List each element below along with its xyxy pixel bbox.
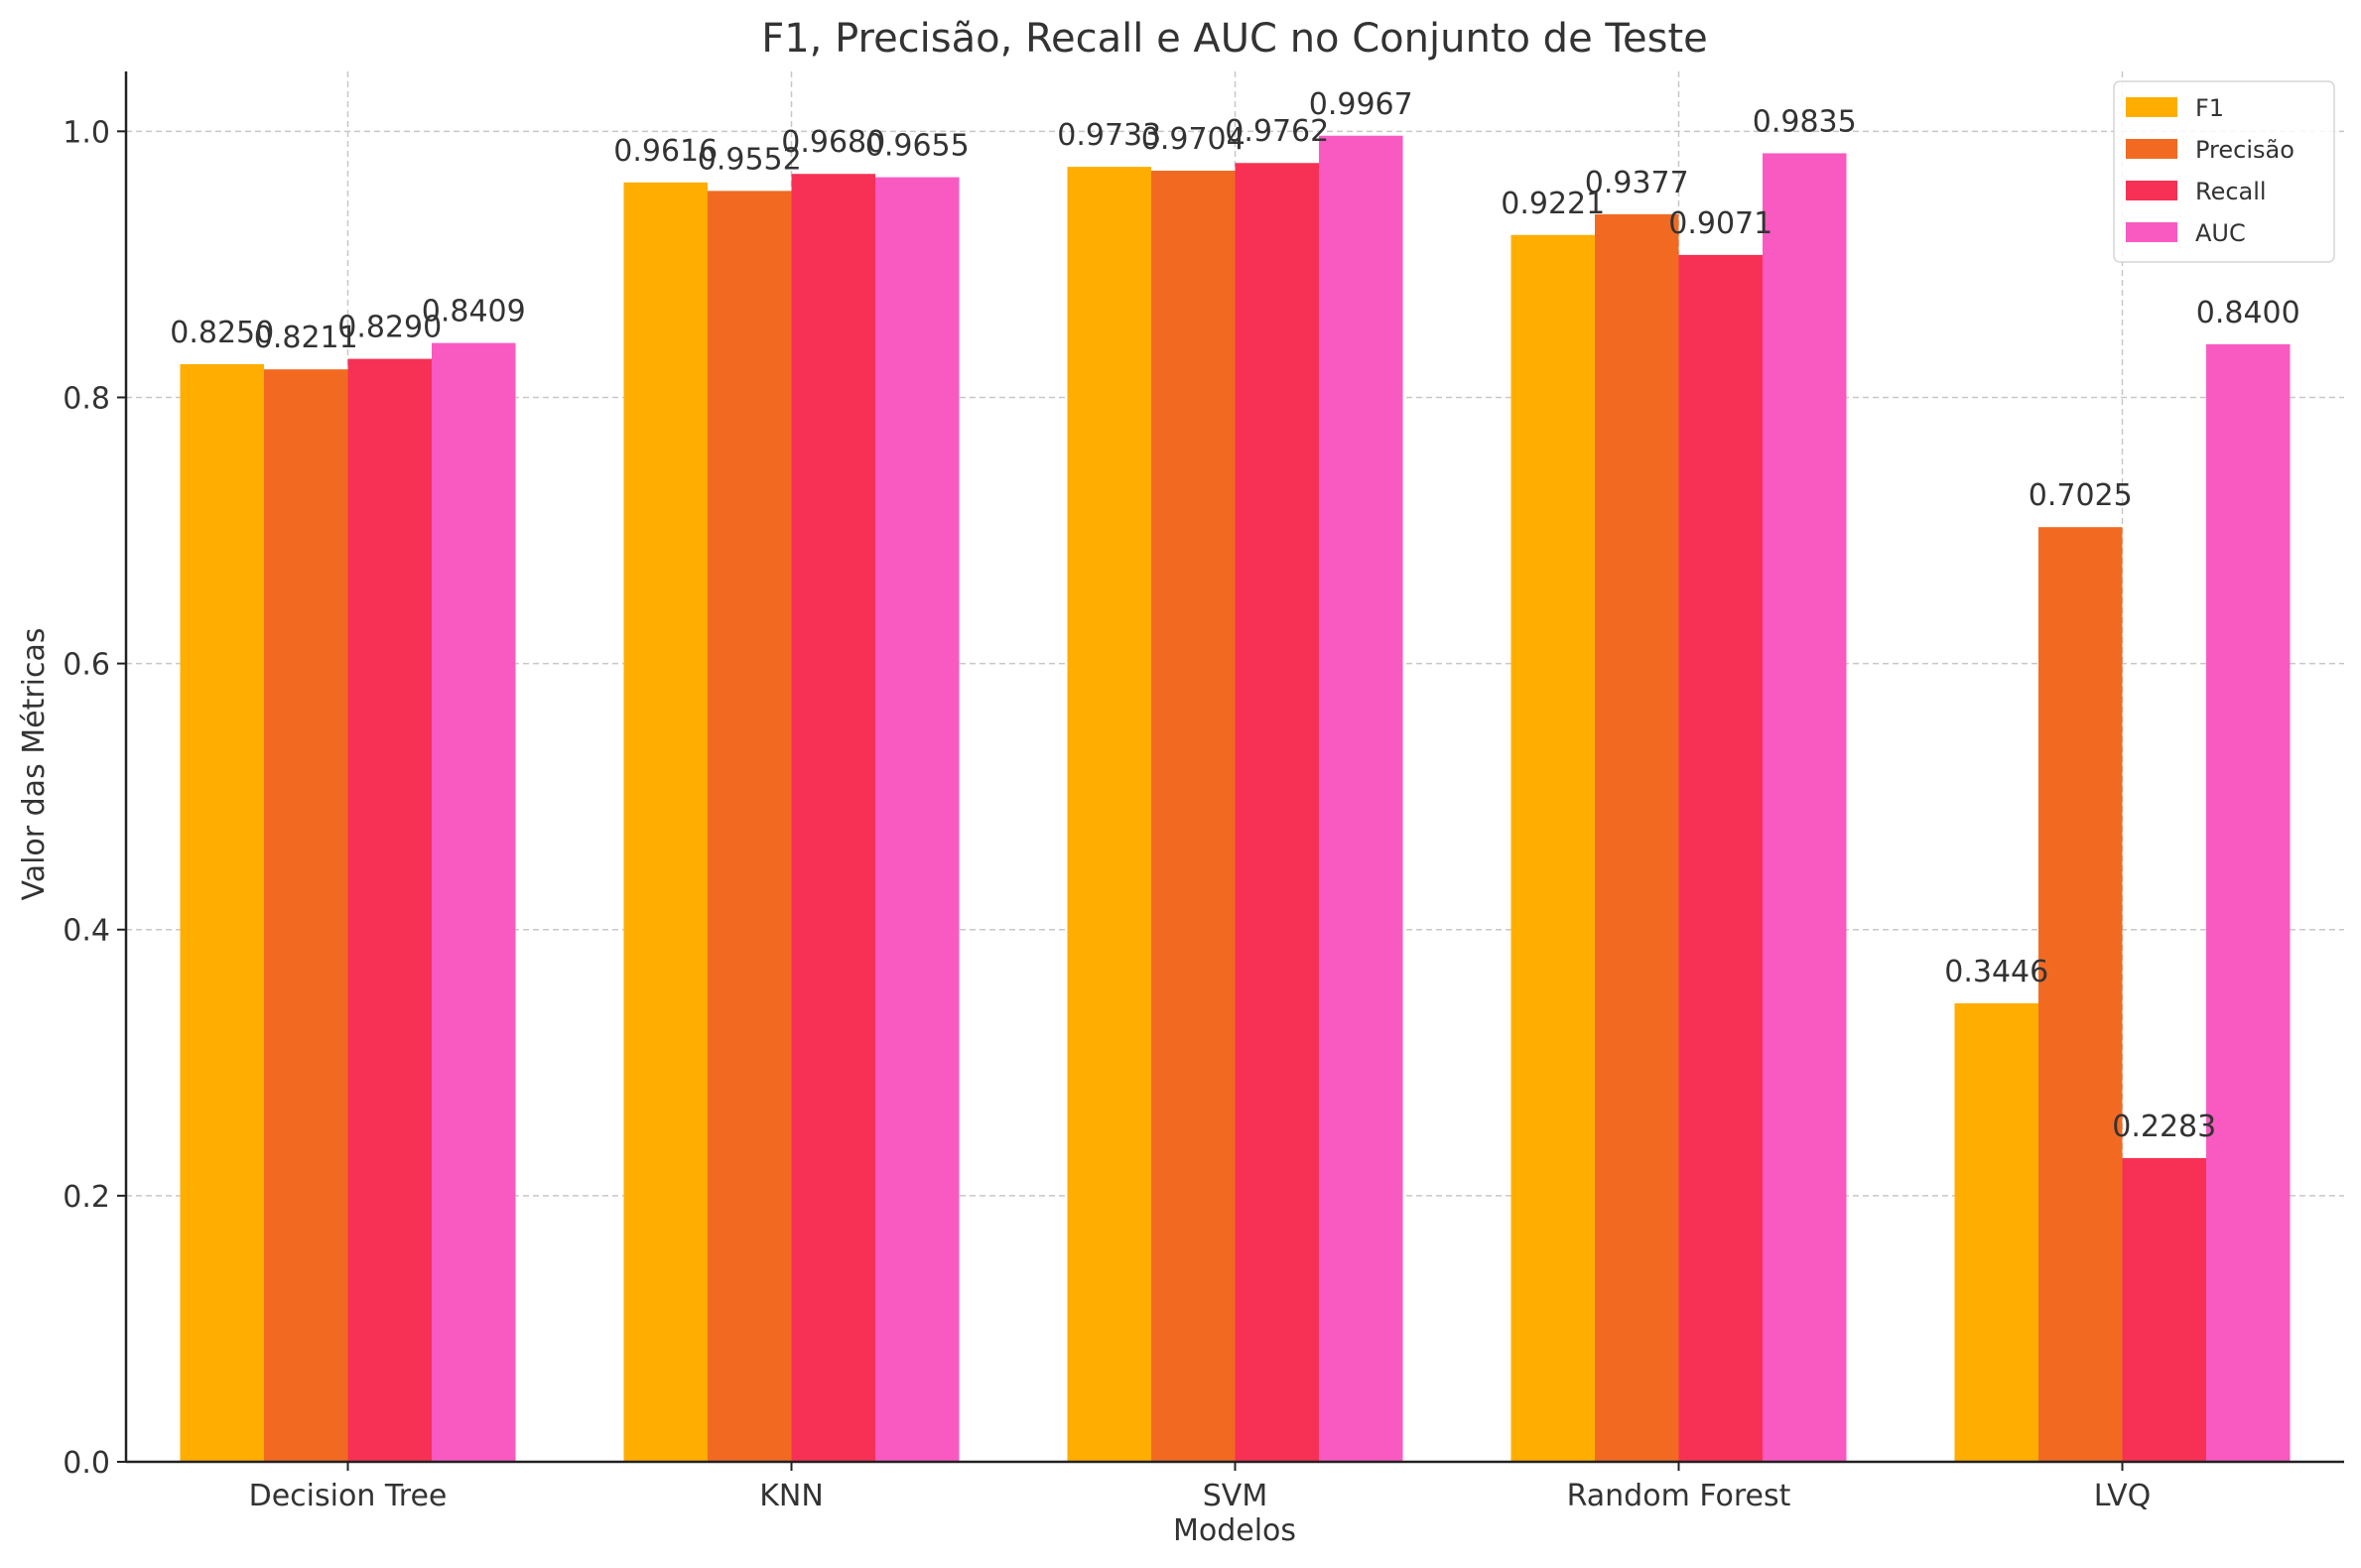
- data-label-precis-o-3: 0.9377: [1585, 166, 1689, 200]
- bar-auc-3: [1763, 153, 1847, 1463]
- data-label-precis-o-4: 0.7025: [2029, 478, 2133, 513]
- data-labels: 0.8250 0.9616 0.9733 0.9221 0.3446 0.8211 0.95…: [170, 87, 2299, 1144]
- x-tick-label-3: Random Forest: [1567, 1479, 1791, 1513]
- legend: F1 Precisão Recall AUC: [2113, 80, 2335, 263]
- bar-auc-0: [432, 342, 516, 1462]
- data-label-precis-o-2: 0.9704: [1141, 122, 1246, 157]
- y-tick-label-3: 0.6: [63, 648, 110, 683]
- bar-precis-o-4: [2038, 527, 2123, 1462]
- x-tick-label-2: SVM: [1203, 1479, 1267, 1513]
- data-label-auc-1: 0.9655: [865, 129, 970, 164]
- chart-title: F1, Precisão, Recall e AUC no Conjunto d…: [761, 16, 1708, 62]
- bar-auc-1: [875, 177, 960, 1462]
- bar-precis-o-1: [708, 191, 792, 1463]
- data-label-f1-3: 0.9221: [1501, 187, 1605, 221]
- data-label-f1-2: 0.9733: [1057, 118, 1161, 153]
- bar-precis-o-0: [264, 369, 348, 1462]
- data-label-recall-2: 0.9762: [1225, 114, 1329, 149]
- y-axis-label: Valor das Métricas: [17, 627, 52, 900]
- data-label-auc-2: 0.9967: [1309, 87, 1413, 122]
- x-tick-label-4: LVQ: [2094, 1479, 2152, 1513]
- bar-recall-3: [1678, 254, 1763, 1462]
- bar-f1-2: [1067, 167, 1151, 1463]
- data-label-f1-1: 0.9616: [613, 134, 718, 169]
- legend-label-auc: AUC: [2195, 219, 2246, 247]
- data-label-recall-4: 0.2283: [2112, 1110, 2216, 1144]
- data-label-auc-3: 0.9835: [1753, 104, 1857, 139]
- y-tick-label-5: 1.0: [63, 115, 110, 150]
- data-label-recall-3: 0.9071: [1668, 206, 1772, 241]
- bar-f1-1: [623, 182, 708, 1462]
- bar-precis-o-2: [1151, 171, 1236, 1463]
- bar-precis-o-3: [1595, 213, 1679, 1462]
- y-tick-label-2: 0.4: [63, 914, 110, 949]
- x-tick-label-0: Decision Tree: [249, 1479, 448, 1513]
- bar-f1-4: [1954, 1003, 2038, 1462]
- legend-label-precis-o: Precisão: [2195, 136, 2295, 164]
- bar-f1-0: [180, 363, 264, 1462]
- bar-auc-4: [2206, 343, 2291, 1463]
- y-tick-label-0: 0.0: [63, 1446, 110, 1481]
- ticks: 0.0 0.2 0.4 0.6 0.8 1.0 Decision Tree KNN SVM Ran…: [63, 115, 2151, 1513]
- legend-label-recall: Recall: [2195, 178, 2267, 205]
- bar-recall-4: [2122, 1157, 2206, 1462]
- y-tick-label-1: 0.2: [63, 1180, 110, 1215]
- data-label-precis-o-0: 0.8211: [254, 321, 358, 355]
- data-label-auc-4: 0.8400: [2196, 296, 2300, 330]
- legend-swatch-recall: [2126, 181, 2177, 200]
- data-label-f1-0: 0.8250: [170, 316, 274, 350]
- data-label-precis-o-1: 0.9552: [698, 142, 802, 177]
- x-tick-label-1: KNN: [759, 1479, 824, 1513]
- bar-recall-0: [347, 358, 432, 1462]
- legend-swatch-f1: [2126, 97, 2177, 117]
- data-label-recall-0: 0.8290: [337, 311, 442, 345]
- bar-auc-2: [1319, 135, 1403, 1462]
- data-label-auc-0: 0.8409: [422, 295, 526, 329]
- legend-swatch-precis-o: [2126, 139, 2177, 159]
- legend-box: [2113, 80, 2335, 263]
- x-axis-label: Modelos: [1173, 1513, 1296, 1548]
- bars: [180, 135, 2291, 1463]
- data-label-recall-1: 0.9680: [781, 125, 885, 160]
- legend-label-f1: F1: [2195, 94, 2224, 122]
- bar-recall-2: [1235, 163, 1319, 1463]
- data-label-f1-4: 0.3446: [1944, 955, 2048, 989]
- bar-f1-3: [1510, 234, 1595, 1463]
- bar-recall-1: [791, 174, 875, 1463]
- y-tick-label-4: 0.8: [63, 381, 110, 416]
- legend-swatch-auc: [2126, 222, 2177, 242]
